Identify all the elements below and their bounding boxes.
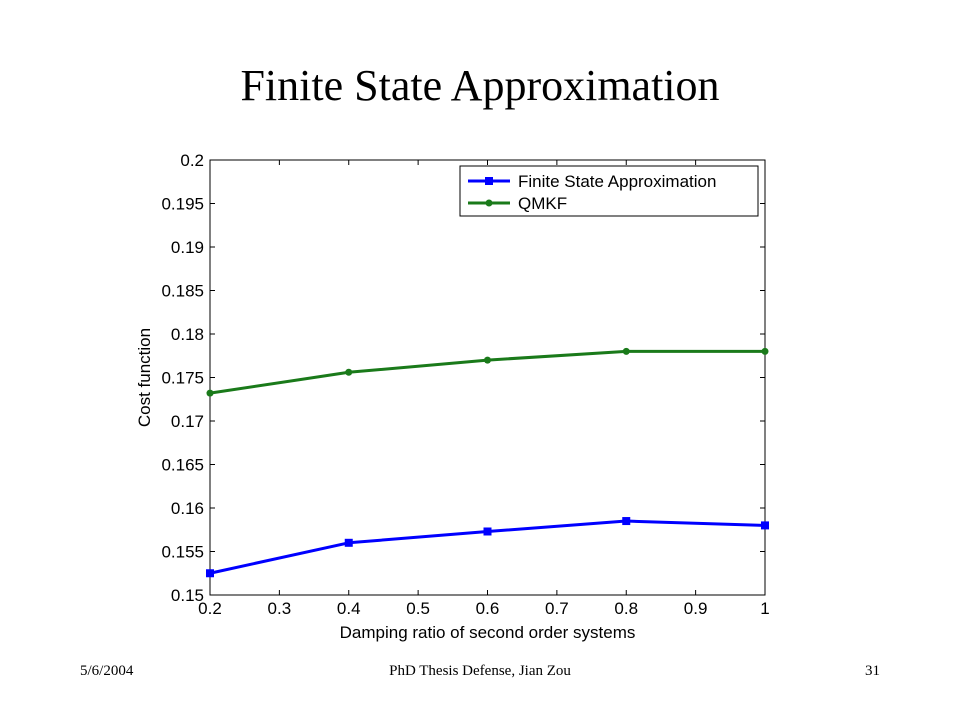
data-point (761, 347, 769, 355)
y-tick-label: 0.195 (161, 195, 204, 214)
slide-title: Finite State Approximation (240, 61, 720, 110)
y-tick-label: 0.15 (171, 586, 204, 605)
legend-item: QMKF (468, 194, 567, 213)
footer-presentation-title: PhD Thesis Defense, Jian Zou (389, 663, 571, 679)
legend-box (459, 165, 759, 217)
data-point (206, 389, 214, 397)
data-point (761, 521, 769, 530)
data-point (344, 538, 353, 547)
legend-label: Finite State Approximation (518, 172, 716, 191)
x-tick-label: 1 (760, 599, 769, 618)
y-tick-label: 0.165 (161, 456, 204, 475)
x-tick-label: 0.3 (268, 599, 292, 618)
data-point (345, 368, 353, 376)
y-tick-label: 0.17 (171, 412, 204, 431)
y-tick-label: 0.155 (161, 543, 204, 562)
data-point (622, 347, 630, 355)
legend: Finite State Approximation QMKF (459, 165, 759, 217)
y-tick-label: 0.175 (161, 369, 204, 388)
series-layer (206, 347, 769, 578)
y-axis: 0.15 0.155 0.16 0.165 0.17 0.175 0.18 0.185 0.19… (161, 151, 765, 605)
data-point (622, 517, 631, 526)
x-tick-label: 0.6 (476, 599, 500, 618)
data-point (206, 569, 214, 578)
y-tick-label: 0.18 (171, 325, 204, 344)
data-point (484, 356, 491, 364)
x-tick-label: 0.9 (684, 599, 708, 618)
x-axis-label: Damping ratio of second order systems (340, 623, 636, 642)
legend-label: QMKF (518, 194, 567, 213)
x-tick-label: 0.5 (406, 599, 430, 618)
legend-marker (485, 199, 493, 207)
x-tick-label: 0.8 (614, 599, 638, 618)
legend-marker (485, 177, 493, 185)
data-point (483, 527, 492, 536)
page-number: 31 (865, 663, 880, 679)
x-tick-label: 0.2 (198, 599, 222, 618)
series-finite-state-approximation (206, 517, 769, 578)
footer-date: 5/6/2004 (80, 663, 134, 679)
x-tick-label: 0.7 (545, 599, 569, 618)
x-axis: 0.2 0.3 0.4 0.5 0.6 0.7 0.8 0.9 1 (198, 160, 770, 618)
y-tick-label: 0.19 (171, 238, 204, 257)
y-axis-label: Cost function (135, 328, 154, 427)
x-tick-label: 0.4 (337, 599, 361, 618)
y-tick-label: 0.185 (161, 282, 204, 301)
legend-item: Finite State Approximation (468, 172, 716, 191)
y-tick-label: 0.2 (180, 151, 204, 170)
series-qmkf (206, 347, 769, 397)
y-tick-label: 0.16 (171, 499, 204, 518)
